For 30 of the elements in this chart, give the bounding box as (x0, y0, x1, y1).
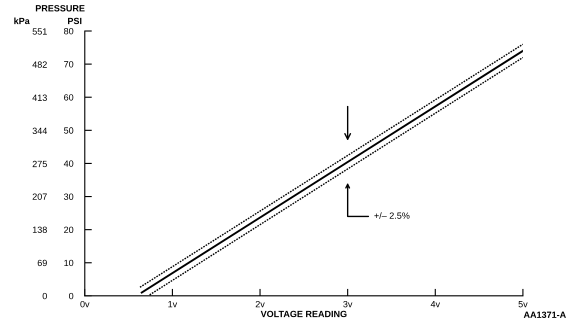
y-tick-label: 50 (64, 127, 74, 134)
chart-title: PRESSURE (36, 5, 85, 12)
x-tick-label: 5v (518, 301, 528, 308)
y2-tick-label: 69 (38, 260, 47, 266)
y2-tick-label: 207 (32, 193, 47, 200)
y2-tick-label: 275 (32, 160, 47, 168)
y2-tick-label: 138 (32, 226, 47, 233)
annotation: +/– 2.5% (374, 212, 410, 219)
y2-axis-title: kPa (14, 18, 30, 24)
y-tick-label: 80 (64, 28, 74, 34)
y-tick-label: 20 (64, 226, 74, 234)
y2-tick-label: 413 (32, 94, 47, 101)
x-tick-label: 2v (256, 300, 265, 308)
y-tick-label: 0 (69, 292, 74, 300)
text: AA1371-A (524, 312, 566, 318)
y-tick-label: 70 (64, 61, 74, 68)
x-axis-title: VOLTAGE READING (260, 310, 347, 318)
x-tick-label: 4v (430, 301, 440, 308)
y-tick-label: 40 (64, 160, 74, 167)
y2-tick-label: 551 (32, 28, 47, 35)
y-tick-label: 60 (64, 94, 74, 101)
y-tick-label: 10 (64, 260, 74, 266)
x-tick-label: 0v (80, 300, 90, 308)
y2-tick-label: 482 (32, 61, 47, 68)
x-tick-label: 3v (343, 300, 352, 308)
y2-tick-label: 0 (42, 292, 47, 300)
y-tick-label: 30 (64, 194, 74, 200)
y-axis-title: PSI (68, 18, 82, 24)
x-tick-label: 1v (168, 301, 178, 308)
y2-tick-label: 344 (32, 128, 48, 134)
